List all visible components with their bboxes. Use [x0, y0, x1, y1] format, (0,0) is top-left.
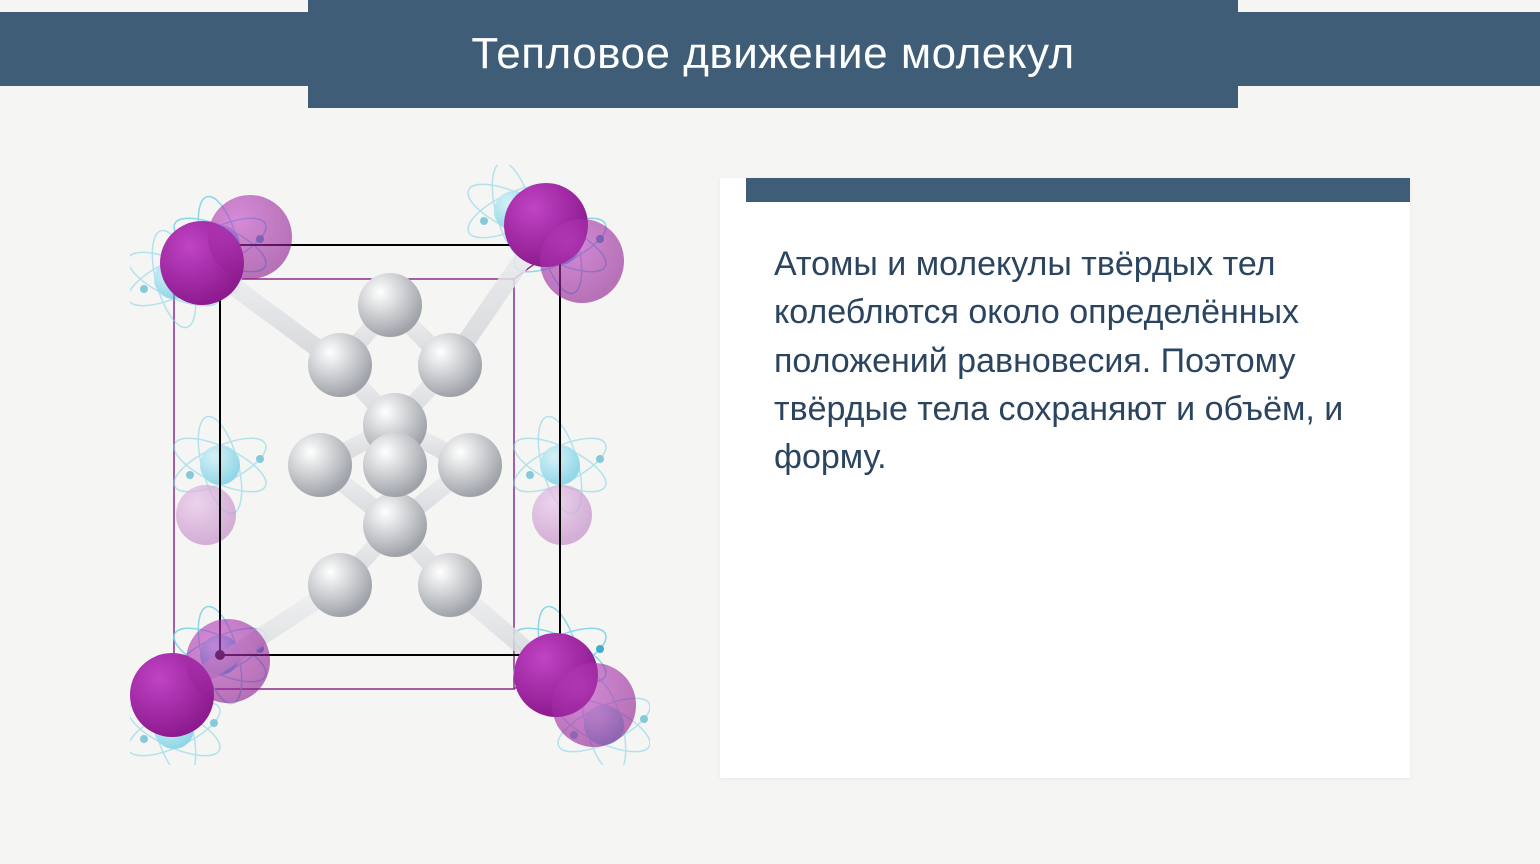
text-card: Атомы и молекулы твёрдых тел колеблются …	[720, 178, 1410, 778]
slide-title: Тепловое движение молекул	[471, 29, 1074, 79]
molecule-diagram	[130, 165, 650, 765]
title-box: Тепловое движение молекул	[308, 0, 1238, 108]
body-paragraph: Атомы и молекулы твёрдых тел колеблются …	[774, 240, 1356, 481]
card-accent-stripe	[746, 178, 1410, 202]
